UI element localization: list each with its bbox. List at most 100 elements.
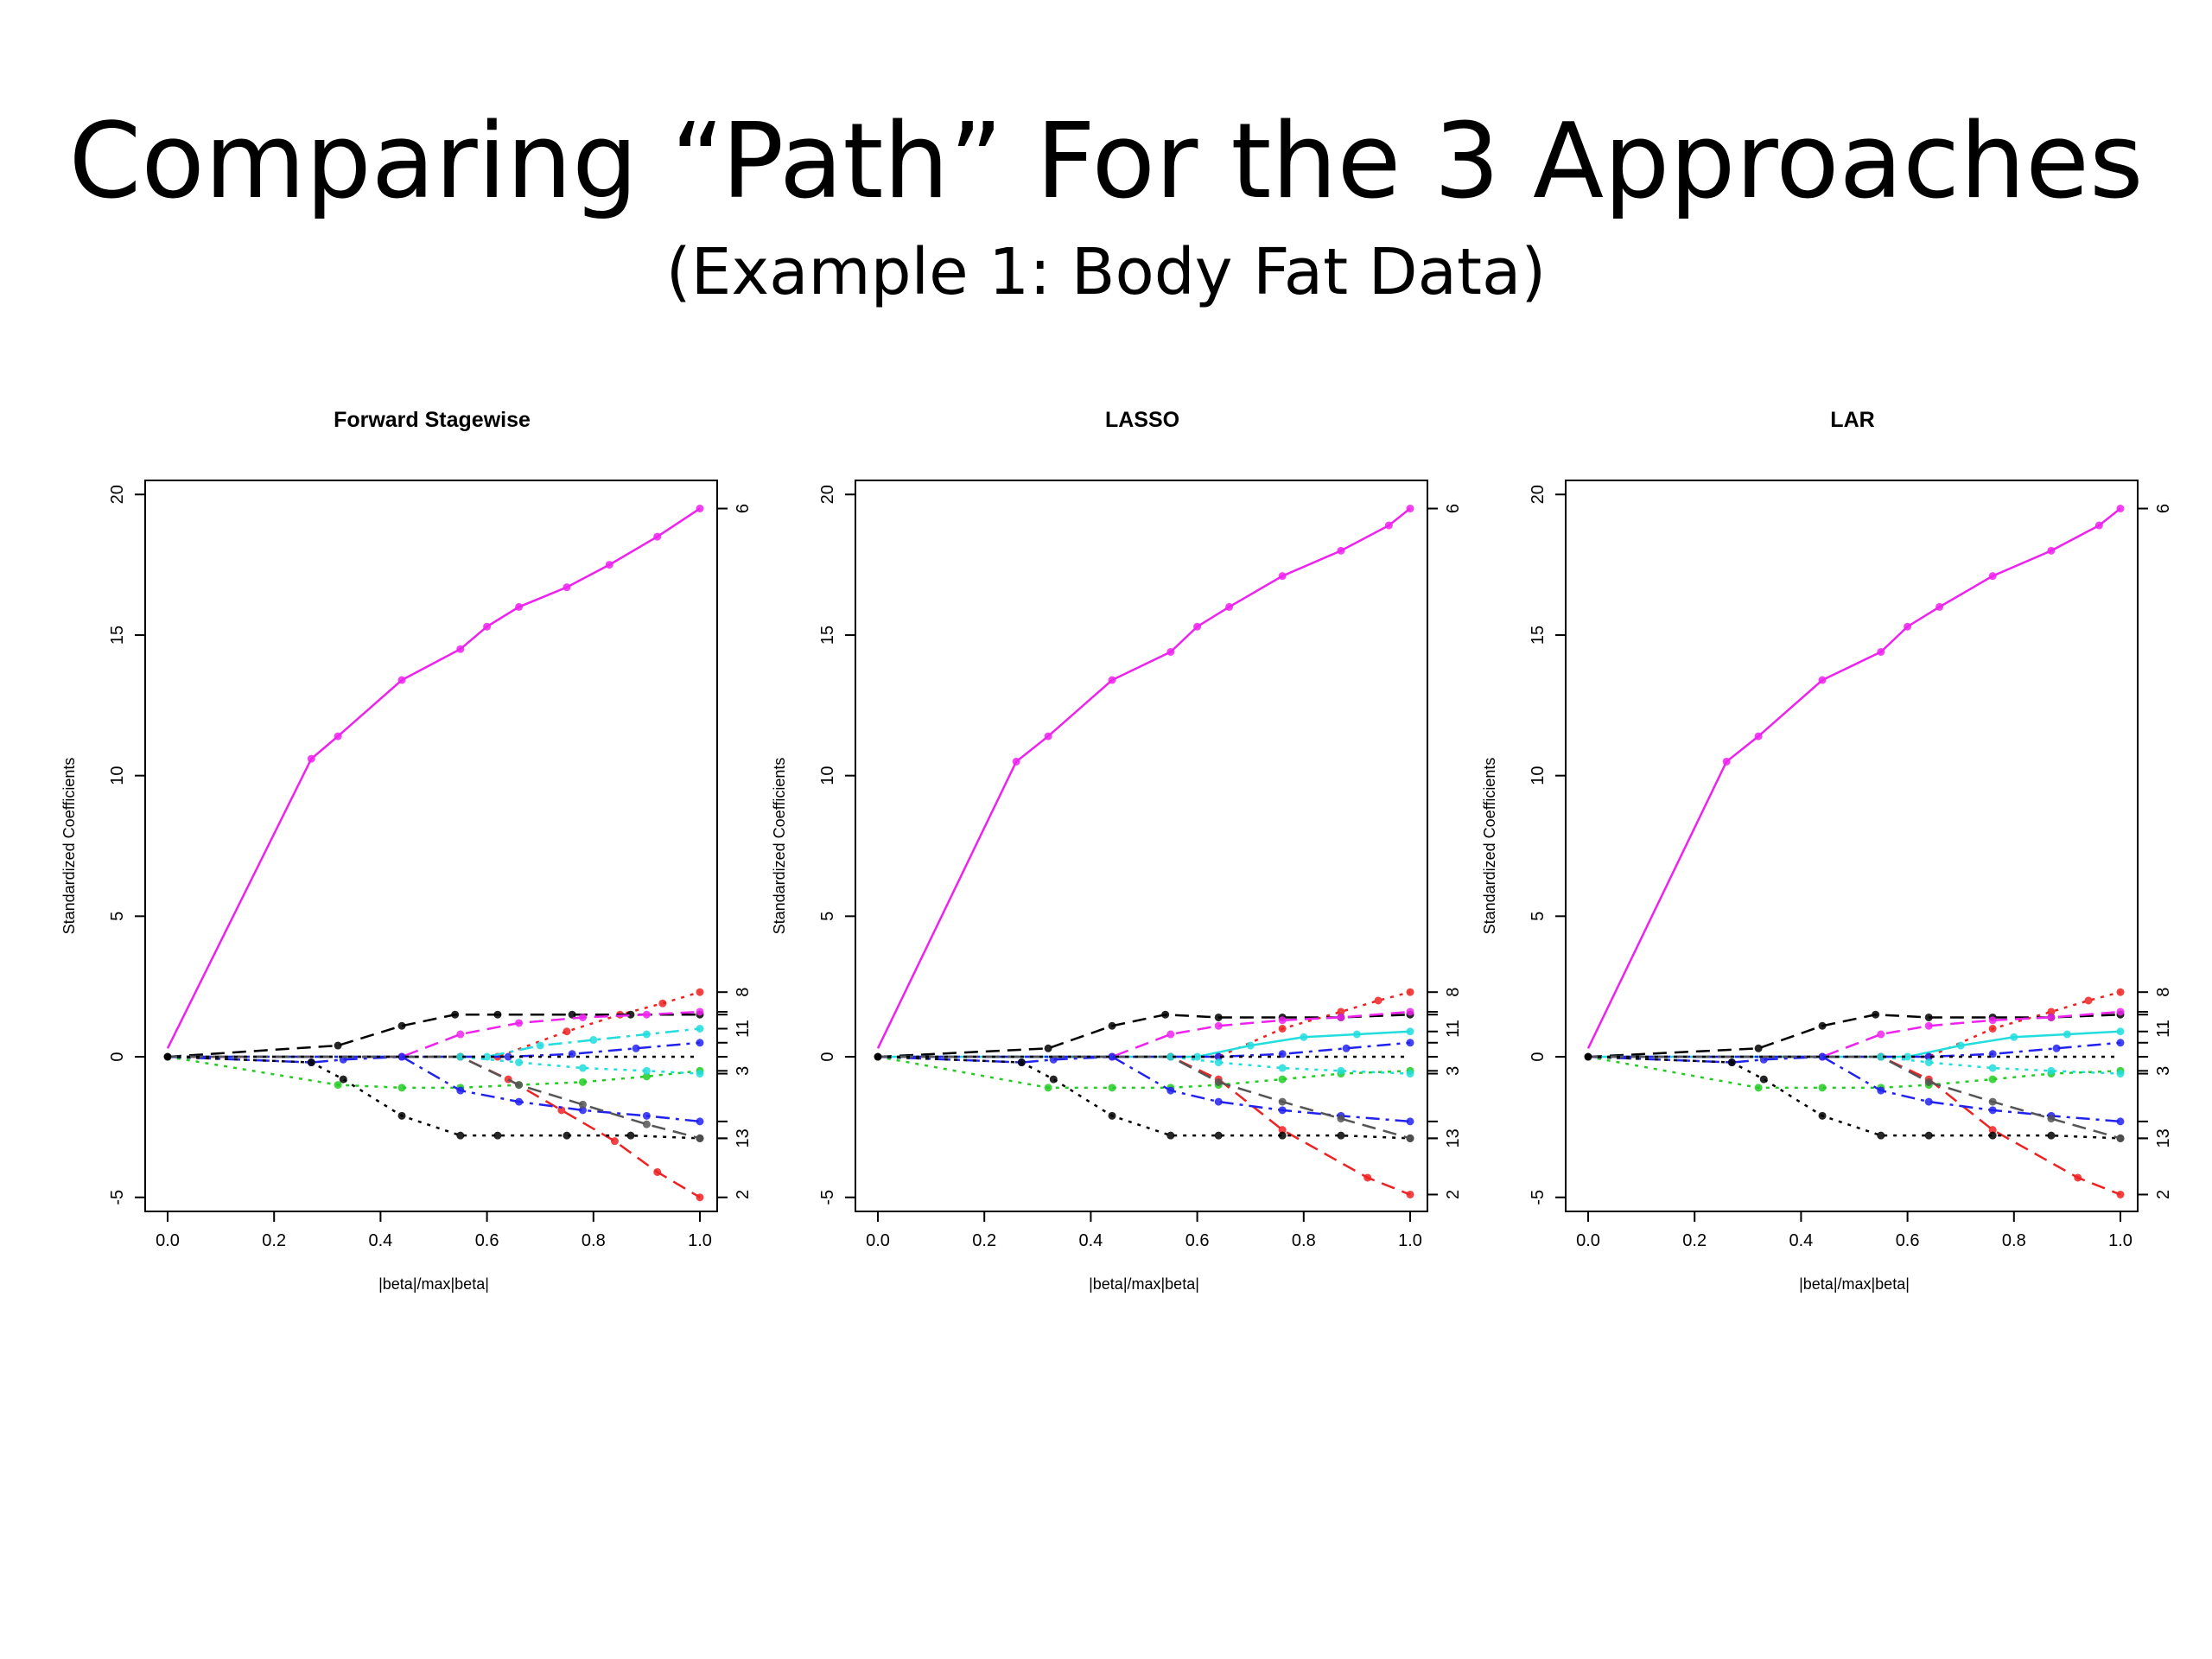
series-line [1588,1055,2121,1196]
series-point [2116,505,2125,513]
right-index-label: 3 [1444,1066,1463,1076]
series-point [334,732,342,741]
series-point [483,1052,492,1061]
y-tick-label: -5 [818,1190,837,1205]
series-point [397,1021,406,1030]
series-line [878,990,1411,1058]
series-point [1988,1075,1997,1084]
series-point [397,1111,406,1120]
series-point [626,1131,635,1140]
series-point [642,1030,651,1039]
y-tick-label: 5 [818,912,837,921]
series-point [605,561,613,569]
series-point [1818,676,1827,684]
series-point [1166,1131,1175,1140]
series-point [493,1010,502,1019]
series-point [1877,1131,1885,1140]
series-point [578,1064,587,1072]
series-point [1337,1013,1345,1021]
x-tick-label: 0.2 [972,1231,996,1250]
plot-frame [855,480,1428,1212]
right-index-label: 13 [2154,1128,2173,1147]
series-point [1012,757,1020,766]
x-tick-label: 0.6 [1896,1231,1920,1250]
series-point [696,1070,704,1078]
series-point [632,1044,640,1052]
series-point [307,1058,315,1067]
series-point [2047,546,2056,555]
y-tick-label: 15 [108,626,127,645]
y-tick-label: 20 [818,485,837,504]
series-point [1166,647,1175,656]
series-point [1877,1086,1885,1095]
series-point [1214,1097,1223,1106]
series-point [2116,1134,2125,1142]
series-point [2047,1013,2056,1021]
series-point [1988,1016,1997,1025]
series-point [1166,1086,1175,1095]
series-point [1278,1126,1287,1135]
series-point [1337,1007,1345,1016]
series-line [1588,1055,2121,1075]
series-point [1384,521,1393,530]
series-point [456,1086,465,1095]
series-point [1278,1064,1287,1072]
right-index-label: 2 [2154,1190,2173,1199]
series-point [1727,1058,1736,1067]
y-tick-label: 15 [1529,626,1548,645]
series-point [1214,1052,1223,1061]
x-tick-label: 0.8 [2002,1231,2026,1250]
series-line [168,991,701,1058]
plot-frame [144,480,718,1212]
series-point [696,1007,704,1016]
series-point [515,602,524,611]
series-point [493,1131,502,1140]
series-point [1017,1058,1026,1067]
series-line [168,1055,701,1198]
series-point [339,1075,347,1084]
series-point [456,1131,465,1140]
series-point [2047,1115,2056,1123]
series-point [2094,521,2103,530]
right-index-label: 6 [2154,504,2173,513]
series-point [1049,1075,1058,1084]
series-point [1988,572,1997,581]
series-point [589,1036,598,1045]
series-point [1924,1131,1933,1140]
series-line [877,1055,1411,1090]
series-point [1363,1173,1372,1182]
series-point [1337,1131,1345,1140]
series-point [1924,1052,1933,1061]
series-point [1108,1084,1116,1092]
origin-point [1584,1052,1592,1061]
x-tick-label: 1.0 [688,1231,712,1250]
x-tick-label: 0.6 [475,1231,499,1250]
y-tick-label: 20 [108,485,127,504]
x-axis-label: |beta|/max|beta| [378,1275,489,1293]
y-tick-label: 0 [1529,1052,1548,1061]
series-point [1872,1010,1880,1019]
series-point [1818,1052,1827,1061]
series-point [1108,676,1116,684]
series-point [610,1137,619,1146]
right-index-label: 13 [734,1128,753,1147]
right-index-label: 13 [1444,1128,1463,1147]
series-point [1406,1117,1414,1126]
slide-title: Comparing “Path” For the 3 Approaches [68,102,2144,222]
y-tick-label: 10 [108,766,127,785]
x-tick-label: 0.4 [368,1231,392,1250]
series-point [1877,1030,1885,1039]
series-point [578,1106,587,1115]
series-line [1587,1055,2121,1090]
y-axis-label: Standardized Coefficients [60,758,78,935]
right-index-label: 6 [734,504,753,513]
series-point [515,1058,524,1067]
series-point [397,1084,406,1092]
series-point [2063,1030,2071,1039]
right-index-label: 6 [1444,504,1463,513]
panel-title-forward-stagewise: Forward Stagewise [334,408,531,432]
series-point [1818,1111,1827,1120]
right-index-label: 3 [2154,1066,2173,1076]
chart-panel-1: 0.0 0.2 0.4 0.6 0.8 1.0 -5 0 5 10 15 20 |beta|/max|b… [771,480,1463,1293]
series-point [1108,1021,1116,1030]
